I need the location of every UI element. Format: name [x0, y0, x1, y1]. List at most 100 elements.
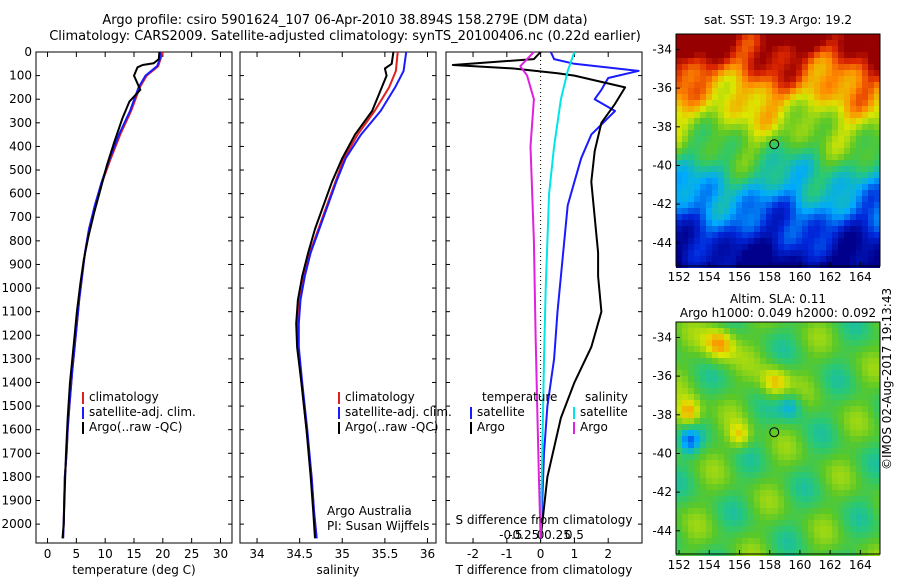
map-cell [784, 430, 790, 436]
map-cell [820, 256, 826, 262]
map-cell [778, 214, 784, 220]
map-cell [760, 64, 766, 70]
map-cell [742, 226, 748, 232]
map-cell [826, 184, 832, 190]
map-cell [694, 352, 700, 358]
map-cell [802, 70, 808, 76]
map-cell [808, 538, 814, 544]
map-cell [802, 172, 808, 178]
map-cell [808, 130, 814, 136]
map-cell [868, 196, 874, 202]
map-cell [838, 442, 844, 448]
map-cell [820, 190, 826, 196]
map-cell [718, 34, 724, 40]
map-cell [760, 82, 766, 88]
map-cell [772, 496, 778, 502]
map-cell [730, 238, 736, 244]
map-cell [742, 100, 748, 106]
map-cell [874, 514, 880, 520]
map-cell [826, 442, 832, 448]
map-cell [856, 142, 862, 148]
map-cell [856, 454, 862, 460]
map-cell [790, 220, 796, 226]
map-cell [790, 460, 796, 466]
map-cell [754, 490, 760, 496]
map-cell [754, 100, 760, 106]
map-cell [778, 508, 784, 514]
map-cell [724, 238, 730, 244]
map-cell [790, 184, 796, 190]
map-cell [772, 340, 778, 346]
map-cell [760, 196, 766, 202]
map-cell [688, 160, 694, 166]
map-cell [862, 100, 868, 106]
map-cell [838, 400, 844, 406]
map-cell [796, 382, 802, 388]
map-cell [820, 172, 826, 178]
map-cell [718, 442, 724, 448]
map-cell [760, 226, 766, 232]
map-cell [856, 448, 862, 454]
map-cell [760, 466, 766, 472]
map-cell [778, 154, 784, 160]
map-cell [802, 484, 808, 490]
map-cell [742, 238, 748, 244]
map-cell [706, 520, 712, 526]
lat-tick-label: -42 [652, 197, 672, 211]
map-cell [766, 256, 772, 262]
map-cell [784, 370, 790, 376]
map-cell [712, 484, 718, 490]
map-cell [868, 490, 874, 496]
map-cell [772, 256, 778, 262]
map-cell [832, 82, 838, 88]
map-cell [682, 112, 688, 118]
map-cell [838, 370, 844, 376]
map-cell [802, 454, 808, 460]
map-cell [784, 232, 790, 238]
map-cell [820, 322, 826, 328]
map-cell [760, 130, 766, 136]
map-cell [760, 208, 766, 214]
map-cell [820, 418, 826, 424]
map-cell [748, 538, 754, 544]
map-cell [838, 160, 844, 166]
map-cell [682, 100, 688, 106]
map-cell [694, 226, 700, 232]
map-cell [694, 382, 700, 388]
map-cell [748, 244, 754, 250]
map-cell [760, 88, 766, 94]
map-cell [676, 226, 682, 232]
map-cell [694, 370, 700, 376]
map-cell [742, 232, 748, 238]
map-cell [730, 400, 736, 406]
map-cell [712, 478, 718, 484]
map-cell [772, 208, 778, 214]
map-cell [760, 412, 766, 418]
map-cell [838, 250, 844, 256]
map-cell [730, 46, 736, 52]
map-cell [862, 472, 868, 478]
map-cell [766, 406, 772, 412]
map-cell [706, 220, 712, 226]
map-cell [742, 538, 748, 544]
map-cell [772, 370, 778, 376]
map-cell [760, 346, 766, 352]
map-cell [844, 124, 850, 130]
map-cell [712, 544, 718, 550]
map-cell [688, 376, 694, 382]
map-cell [712, 118, 718, 124]
map-cell [778, 526, 784, 532]
map-cell [736, 346, 742, 352]
map-cell [778, 238, 784, 244]
legend-argo: Argo [477, 420, 505, 434]
map-cell [856, 388, 862, 394]
map-cell [742, 502, 748, 508]
map-cell [820, 262, 826, 268]
map-cell [790, 52, 796, 58]
legend-climatology: climatology [345, 390, 415, 404]
map-cell [772, 160, 778, 166]
map-cell [868, 520, 874, 526]
map-cell [694, 124, 700, 130]
map-cell [820, 118, 826, 124]
map-cell [856, 370, 862, 376]
